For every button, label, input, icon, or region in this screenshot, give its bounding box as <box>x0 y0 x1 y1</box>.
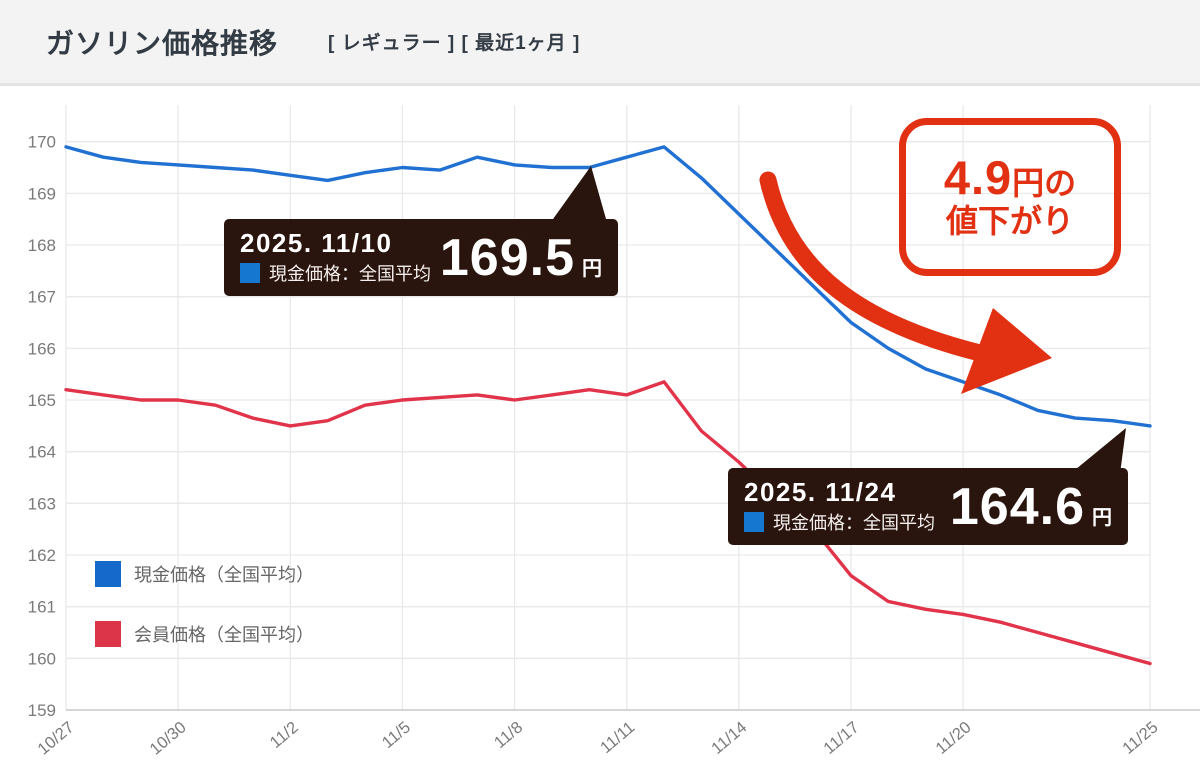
svg-text:11/8: 11/8 <box>491 718 526 752</box>
svg-text:159: 159 <box>28 701 56 720</box>
tooltip-series-label: 現金価格：全国平均 <box>269 264 431 285</box>
tooltip-info: 2025. 11/10 現金価格：全国平均 <box>240 229 431 287</box>
price-value: 164.6 <box>949 477 1085 536</box>
svg-text:10/30: 10/30 <box>146 718 189 758</box>
drop-amount-suffix: 円の <box>1012 164 1077 201</box>
svg-text:166: 166 <box>28 339 56 358</box>
tooltip-2025-11-10: 2025. 11/10 現金価格：全国平均 169.5 円 <box>224 219 618 296</box>
header-filter-tags: [ レギュラー ] [ 最近1ヶ月 ] <box>328 33 581 54</box>
annotation-layer <box>548 166 1126 474</box>
drop-label: 値下がり <box>945 202 1074 239</box>
tooltip-price: 164.6 円 <box>950 481 1112 533</box>
svg-text:167: 167 <box>28 288 56 307</box>
drop-amount: 4.9 <box>943 150 1013 204</box>
tooltip-date: 2025. 11/24 <box>744 476 897 507</box>
tooltip-price: 169.5 円 <box>440 232 602 284</box>
page-title: ガソリン価格推移 <box>46 27 279 59</box>
price-unit: 円 <box>582 257 602 280</box>
svg-text:11/2: 11/2 <box>267 718 302 752</box>
member-price-swatch-icon <box>95 621 121 647</box>
svg-text:162: 162 <box>28 546 56 565</box>
svg-text:168: 168 <box>28 236 56 255</box>
svg-text:11/25: 11/25 <box>1119 718 1161 758</box>
tooltip-pointer-left <box>548 166 608 226</box>
tooltip-series: 現金価格：全国平均 <box>744 509 935 535</box>
svg-text:11/20: 11/20 <box>932 718 974 758</box>
svg-text:161: 161 <box>28 598 56 617</box>
tooltip-date: 2025. 11/10 <box>240 227 393 258</box>
legend-item-member-price: 会員価格（全国平均） <box>95 621 314 647</box>
svg-text:169: 169 <box>28 184 56 203</box>
cash-price-swatch-icon <box>95 561 121 587</box>
tooltip-info: 2025. 11/24 現金価格：全国平均 <box>744 478 935 536</box>
tooltip-2025-11-24: 2025. 11/24 現金価格：全国平均 164.6 円 <box>728 468 1128 545</box>
svg-text:163: 163 <box>28 494 56 513</box>
svg-text:11/14: 11/14 <box>708 718 750 758</box>
cash-price-swatch-icon <box>240 263 260 284</box>
svg-text:164: 164 <box>28 443 56 462</box>
drop-arrow-shaft <box>759 171 989 362</box>
price-unit: 円 <box>1092 506 1112 529</box>
badge-line1: 4.9 円の <box>944 154 1076 201</box>
tooltip-series: 現金価格：全国平均 <box>240 260 431 286</box>
legend-label: 現金価格（全国平均） <box>134 565 314 585</box>
svg-text:170: 170 <box>28 133 56 152</box>
price-drop-badge: 4.9 円の 値下がり <box>899 118 1121 276</box>
svg-text:11/11: 11/11 <box>597 718 638 757</box>
svg-text:10/27: 10/27 <box>34 718 77 758</box>
svg-text:11/17: 11/17 <box>820 718 862 758</box>
chart-legend: 現金価格（全国平均） 会員価格（全国平均） <box>95 561 314 647</box>
page-header: ガソリン価格推移 [ レギュラー ] [ 最近1ヶ月 ] <box>0 0 1200 86</box>
drop-arrow-head-icon <box>961 308 1052 394</box>
svg-text:11/5: 11/5 <box>379 718 414 752</box>
tooltip-pointer-right <box>1070 428 1126 474</box>
cash-price-swatch-icon <box>744 512 764 533</box>
legend-label: 会員価格（全国平均） <box>134 625 314 645</box>
price-value: 169.5 <box>439 228 575 287</box>
tooltip-series-label: 現金価格：全国平均 <box>773 513 935 534</box>
legend-item-cash-price: 現金価格（全国平均） <box>95 561 314 587</box>
svg-text:165: 165 <box>28 391 56 410</box>
svg-text:160: 160 <box>28 649 56 668</box>
